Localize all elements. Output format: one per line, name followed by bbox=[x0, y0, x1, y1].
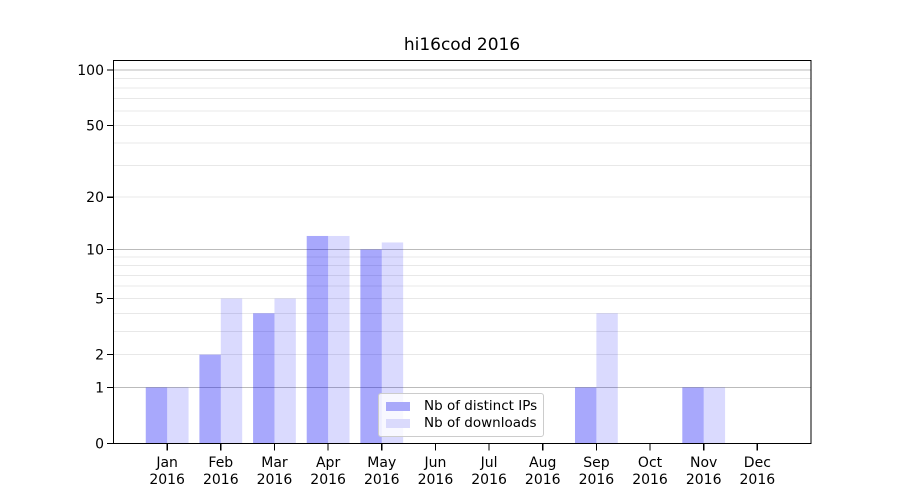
x-tick-label-year: 2016 bbox=[418, 472, 454, 488]
x-tick-label-year: 2016 bbox=[686, 472, 722, 488]
x-tick-label-month: Jul bbox=[480, 455, 498, 471]
bar-distinct-ips bbox=[199, 354, 221, 444]
x-tick-label-month: Sep bbox=[583, 455, 610, 471]
x-tick-label-year: 2016 bbox=[149, 472, 185, 488]
bar-distinct-ips bbox=[306, 235, 329, 444]
x-tick-label-year: 2016 bbox=[525, 472, 561, 488]
y-tick-label: 2 bbox=[95, 348, 104, 364]
bar-downloads bbox=[167, 387, 189, 444]
x-tick-label-month: Mar bbox=[261, 455, 288, 471]
bar-distinct-ips bbox=[253, 313, 275, 444]
bar-distinct-ips bbox=[145, 387, 168, 444]
x-tick-label-month: Apr bbox=[316, 455, 340, 471]
bar-downloads bbox=[596, 313, 618, 444]
x-tick-label-year: 2016 bbox=[203, 472, 239, 488]
y-tick-label: 100 bbox=[77, 63, 104, 79]
x-tick-label-year: 2016 bbox=[310, 472, 346, 488]
bar-downloads bbox=[703, 387, 726, 444]
y-tick-label: 5 bbox=[95, 292, 104, 308]
bar-downloads bbox=[328, 235, 350, 444]
x-tick-label-month: Dec bbox=[744, 455, 771, 471]
legend-swatch-downloads bbox=[386, 419, 410, 428]
bar-downloads bbox=[220, 298, 243, 444]
axes-frame bbox=[113, 60, 812, 444]
y-tick-label: 0 bbox=[95, 437, 104, 453]
bar-distinct-ips bbox=[360, 249, 382, 444]
x-tick-label-year: 2016 bbox=[364, 472, 400, 488]
bar-downloads bbox=[274, 298, 296, 444]
x-tick-label-month: May bbox=[367, 455, 396, 471]
x-tick-label-year: 2016 bbox=[632, 472, 668, 488]
y-tick-label: 10 bbox=[86, 242, 104, 258]
x-tick-label-month: Oct bbox=[638, 455, 663, 471]
chart-title: hi16cod 2016 bbox=[403, 35, 521, 55]
legend-item-distinct-ips: Nb of distinct IPs bbox=[386, 397, 538, 415]
legend-item-downloads: Nb of downloads bbox=[386, 414, 537, 432]
x-tick-label-year: 2016 bbox=[579, 472, 615, 488]
y-tick-label: 50 bbox=[86, 118, 104, 134]
x-tick-label-month: Nov bbox=[690, 455, 717, 471]
x-tick-label-year: 2016 bbox=[740, 472, 776, 488]
y-tick-label: 1 bbox=[95, 380, 104, 396]
x-tick-label-month: Jun bbox=[423, 455, 446, 471]
x-tick-label-month: Feb bbox=[208, 455, 233, 471]
y-tick-label: 20 bbox=[86, 190, 104, 206]
bar-distinct-ips bbox=[574, 387, 597, 444]
x-tick-label-month: Aug bbox=[529, 455, 556, 471]
x-tick-label-month: Jan bbox=[155, 455, 178, 471]
x-tick-label-year: 2016 bbox=[257, 472, 293, 488]
legend-swatch-distinct-ips bbox=[386, 402, 410, 411]
x-tick-label-year: 2016 bbox=[471, 472, 507, 488]
legend-label-distinct-ips: Nb of distinct IPs bbox=[424, 397, 538, 414]
legend: Nb of distinct IPs Nb of downloads bbox=[378, 393, 544, 437]
bar-distinct-ips bbox=[682, 387, 704, 444]
legend-label-downloads: Nb of downloads bbox=[424, 414, 537, 431]
